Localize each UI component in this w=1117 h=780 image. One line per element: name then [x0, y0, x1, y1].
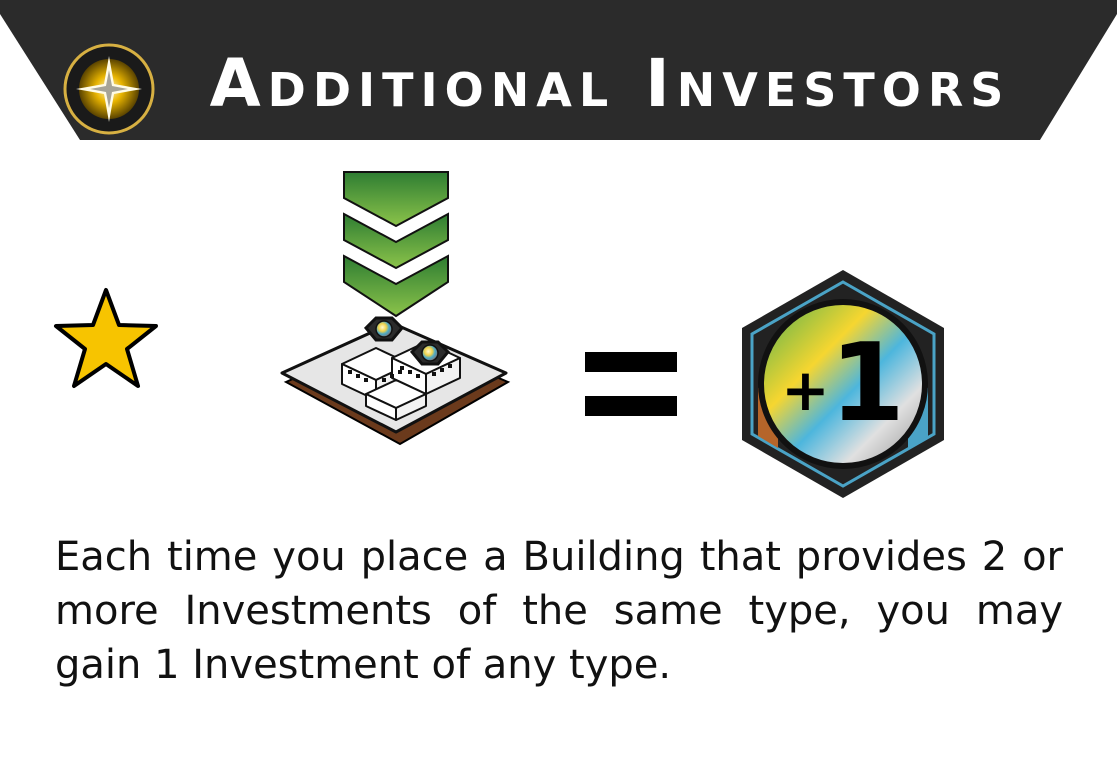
chevron-arrows-down-icon	[343, 171, 449, 318]
reward-plus: +	[781, 356, 830, 424]
rule-description: Each time you place a Building that prov…	[55, 534, 1063, 688]
star-icon	[54, 288, 158, 388]
building-tile-icon	[280, 171, 511, 446]
page-title: Additional Investors	[209, 45, 1011, 122]
reward-amount: 1	[829, 321, 905, 446]
equals-icon	[585, 352, 677, 416]
header-banner	[0, 0, 1117, 140]
reward-amount-label: +1	[758, 322, 928, 446]
compass-star-icon	[63, 43, 155, 135]
investment-token-icon	[742, 270, 944, 498]
